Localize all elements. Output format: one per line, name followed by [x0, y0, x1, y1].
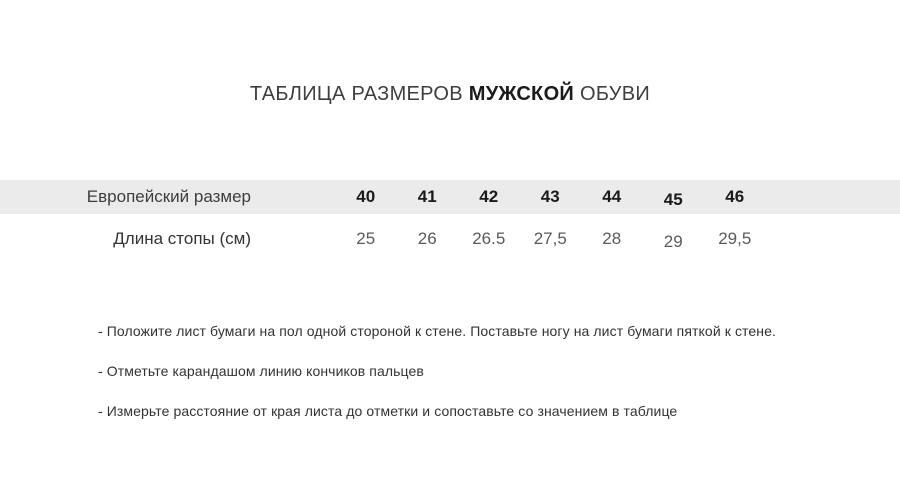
eu-size-cell: 41 — [417, 187, 437, 206]
eu-size-cell: 40 — [356, 187, 376, 206]
page-title-suffix: ОБУВИ — [579, 83, 651, 105]
eu-size-cell: 45 — [663, 190, 683, 209]
page-title-highlight: МУЖСКОЙ — [468, 83, 575, 105]
foot-length-cell: 29,5 — [718, 229, 752, 248]
eu-size-cell: 46 — [725, 187, 745, 206]
eu-size-cell: 43 — [540, 187, 560, 206]
foot-length-cell: 26.5 — [472, 229, 506, 248]
instruction-line: - Отметьте карандашом линию кончиков пал… — [98, 363, 424, 379]
size-table: Европейский размер 40 41 42 43 44 45 46 … — [0, 180, 900, 264]
row-label-eu-size: Европейский размер — [86, 187, 251, 206]
foot-length-cell: 28 — [602, 229, 622, 248]
foot-length-cell: 26 — [417, 229, 437, 248]
table-row-eu-size: Европейский размер 40 41 42 43 44 45 46 — [0, 180, 900, 214]
eu-size-cell: 42 — [479, 187, 499, 206]
measurement-instructions: - Положите лист бумаги на пол одной стор… — [98, 324, 776, 444]
instruction-line: - Измерьте расстояние от края листа до о… — [98, 403, 678, 419]
page-title-prefix: ТАБЛИЦА РАЗМЕРОВ — [249, 83, 463, 105]
foot-length-cell: 25 — [356, 229, 376, 248]
page-title: ТАБЛИЦА РАЗМЕРОВ МУЖСКОЙ ОБУВИ — [0, 82, 900, 106]
foot-length-cell: 27,5 — [533, 229, 567, 248]
row-label-foot-length: Длина стопы (см) — [113, 229, 251, 248]
instruction-line: - Положите лист бумаги на пол одной стор… — [98, 323, 776, 339]
foot-length-cell: 29 — [663, 232, 683, 251]
eu-size-cell: 44 — [602, 187, 622, 206]
table-row-foot-length: Длина стопы (см) 25 26 26.5 27,5 28 29 2… — [0, 214, 900, 264]
